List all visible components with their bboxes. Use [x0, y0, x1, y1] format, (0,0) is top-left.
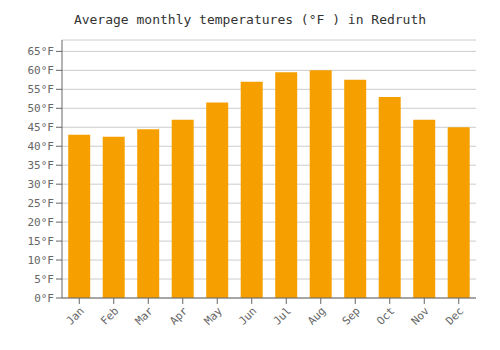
svg-text:Oct: Oct [374, 304, 397, 327]
svg-text:25°F: 25°F [28, 197, 55, 210]
svg-text:Jun: Jun [236, 304, 259, 327]
svg-text:Jul: Jul [271, 304, 294, 327]
svg-text:Nov: Nov [409, 304, 433, 328]
svg-text:35°F: 35°F [28, 159, 55, 172]
svg-text:Apr: Apr [167, 304, 191, 328]
svg-text:55°F: 55°F [28, 83, 55, 96]
svg-text:Jan: Jan [64, 304, 87, 327]
svg-text:Dec: Dec [443, 304, 466, 327]
svg-text:30°F: 30°F [28, 178, 55, 191]
svg-text:Aug: Aug [305, 304, 328, 327]
svg-text:45°F: 45°F [28, 121, 55, 134]
svg-text:Feb: Feb [98, 304, 121, 327]
svg-text:40°F: 40°F [28, 140, 55, 153]
svg-text:May: May [202, 304, 226, 328]
svg-text:0°F: 0°F [34, 292, 54, 305]
svg-text:Sep: Sep [340, 304, 363, 327]
svg-text:Mar: Mar [133, 304, 157, 328]
svg-text:60°F: 60°F [28, 64, 55, 77]
svg-text:15°F: 15°F [28, 235, 55, 248]
svg-text:20°F: 20°F [28, 216, 55, 229]
html-text:Average monthly temperatures (: Average monthly temperatures (°F ) in Re… [73, 12, 427, 27]
svg-text:50°F: 50°F [28, 102, 55, 115]
svg-text:65°F: 65°F [28, 45, 55, 58]
svg-text:5°F: 5°F [34, 273, 54, 286]
svg-text:10°F: 10°F [28, 254, 55, 267]
